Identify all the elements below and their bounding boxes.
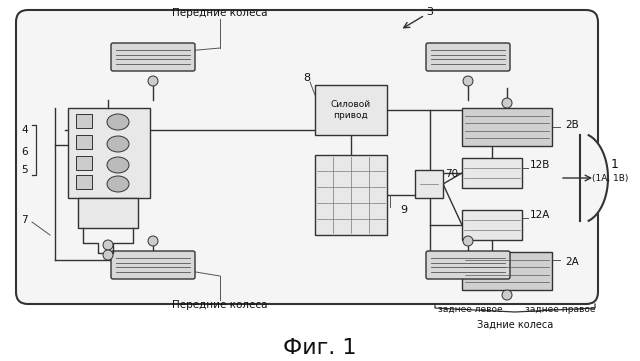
- Text: Фиг. 1: Фиг. 1: [284, 338, 356, 358]
- Bar: [68, 108, 150, 198]
- FancyBboxPatch shape: [16, 10, 598, 304]
- Bar: [462, 210, 522, 240]
- Circle shape: [502, 98, 512, 108]
- FancyBboxPatch shape: [111, 251, 195, 279]
- Circle shape: [103, 250, 113, 260]
- Ellipse shape: [107, 114, 129, 130]
- Ellipse shape: [107, 136, 129, 152]
- Bar: [315, 85, 387, 135]
- Bar: [315, 155, 387, 235]
- Text: 2B: 2B: [565, 120, 579, 130]
- Text: 3: 3: [426, 7, 433, 17]
- Text: 12B: 12B: [530, 160, 550, 170]
- Text: 5: 5: [21, 165, 28, 175]
- Text: заднее правое: заднее правое: [525, 305, 595, 314]
- Text: 8: 8: [303, 73, 310, 83]
- Circle shape: [103, 240, 113, 250]
- Text: 7: 7: [21, 215, 28, 225]
- Text: 4: 4: [21, 125, 28, 135]
- Bar: [76, 175, 92, 189]
- Bar: [462, 108, 552, 146]
- Text: Передние колеса: Передние колеса: [172, 300, 268, 310]
- Circle shape: [148, 76, 158, 86]
- Text: Силовой
привод: Силовой привод: [331, 100, 371, 120]
- Bar: [462, 158, 522, 188]
- Circle shape: [463, 236, 473, 246]
- Circle shape: [502, 290, 512, 300]
- Ellipse shape: [107, 157, 129, 173]
- Text: заднее левое: заднее левое: [438, 305, 502, 314]
- Circle shape: [463, 76, 473, 86]
- Text: 1: 1: [611, 158, 619, 171]
- Text: 2A: 2A: [565, 257, 579, 267]
- Text: (1A, 1B): (1A, 1B): [592, 174, 628, 183]
- FancyBboxPatch shape: [111, 43, 195, 71]
- Text: 6: 6: [21, 147, 28, 157]
- Text: Передние колеса: Передние колеса: [172, 8, 268, 18]
- Polygon shape: [580, 135, 608, 221]
- Text: 70: 70: [445, 169, 458, 179]
- Circle shape: [148, 236, 158, 246]
- Text: 9: 9: [400, 205, 407, 215]
- FancyBboxPatch shape: [426, 43, 510, 71]
- Bar: [462, 252, 552, 290]
- Bar: [78, 198, 138, 228]
- Bar: [76, 156, 92, 170]
- Text: Задние колеса: Задние колеса: [477, 320, 553, 330]
- Bar: [76, 114, 92, 128]
- FancyBboxPatch shape: [426, 251, 510, 279]
- Text: 12A: 12A: [530, 210, 550, 220]
- Bar: [76, 135, 92, 149]
- Ellipse shape: [107, 176, 129, 192]
- Bar: [415, 170, 443, 198]
